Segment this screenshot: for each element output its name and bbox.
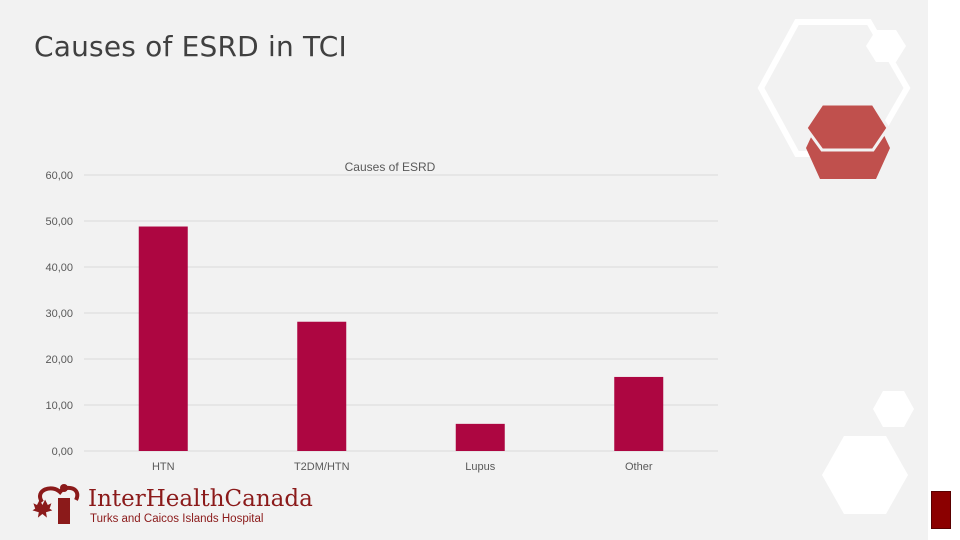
bar-t2dm-htn	[297, 321, 347, 451]
y-tick-label: 10,00	[45, 400, 73, 412]
x-axis-tick-labels: HTN T2DM/HTN Lupus Other	[152, 461, 653, 473]
x-tick-label: T2DM/HTN	[294, 461, 350, 473]
corner-tab	[931, 491, 951, 529]
hexagon-white-large-bottom	[822, 436, 908, 514]
right-margin-strip	[928, 0, 960, 540]
logo-name: InterHealthCanada	[88, 486, 313, 512]
x-tick-label: Other	[625, 461, 653, 473]
x-tick-label: Lupus	[465, 461, 495, 473]
interhealth-canada-logo: InterHealthCanada Turks and Caicos Islan…	[30, 480, 313, 530]
maple-leaf-i-icon	[32, 484, 80, 524]
chart-grid	[84, 174, 718, 452]
y-axis-tick-labels: 0,00 10,00 20,00 30,00 40,00 50,00 60,00	[45, 170, 73, 458]
logo-subtitle: Turks and Caicos Islands Hospital	[90, 513, 264, 525]
y-tick-label: 30,00	[45, 308, 73, 320]
chart-title: Causes of ESRD	[345, 160, 436, 174]
bar-htn	[138, 226, 188, 451]
y-tick-label: 40,00	[45, 262, 73, 274]
y-tick-label: 60,00	[45, 170, 73, 182]
bar-lupus	[455, 423, 505, 451]
hexagon-red-front	[804, 102, 890, 152]
y-tick-label: 50,00	[45, 216, 73, 228]
chart-bars	[138, 226, 664, 451]
slide-title: Causes of ESRD in TCI	[34, 30, 347, 63]
x-tick-label: HTN	[152, 461, 175, 473]
y-tick-label: 20,00	[45, 354, 73, 366]
y-tick-label: 0,00	[52, 446, 73, 458]
hexagon-white-small-bottom	[873, 391, 914, 427]
hexagon-white-small-top	[866, 30, 906, 62]
bar-other	[614, 376, 664, 451]
